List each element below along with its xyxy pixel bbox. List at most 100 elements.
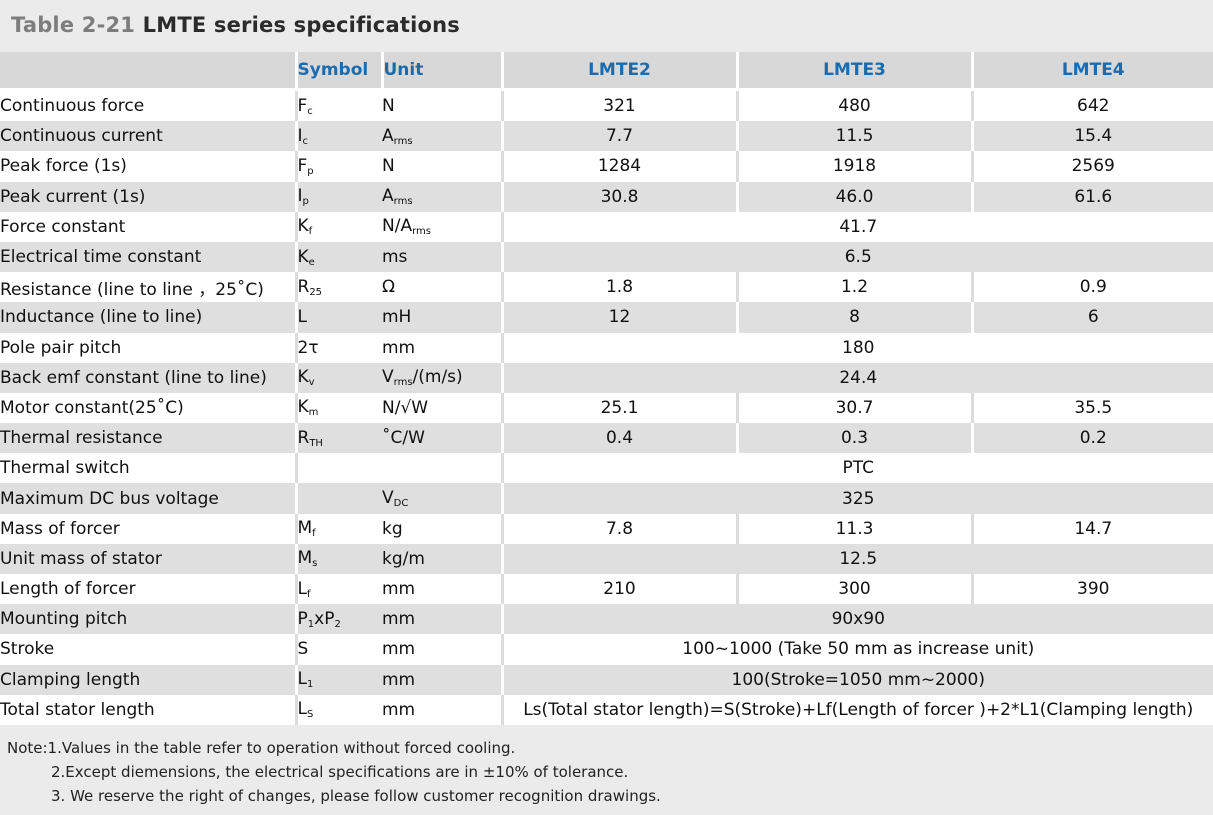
- title-bar: Table 2-21 LMTE series specifications: [0, 0, 1213, 52]
- table-row: Resistance (line to line ，25˚C) R25 Ω 1.8 1.…: [0, 272, 1213, 303]
- symbol-subscript: e: [308, 256, 315, 268]
- symbol-text: P: [297, 608, 308, 629]
- table-row: Total stator length LS mm Ls(Total stator l…: [0, 694, 1213, 725]
- value-lmte2: 12: [500, 302, 737, 333]
- value-lmte4: 0.2: [970, 423, 1213, 454]
- value-all-models: 180: [500, 332, 1213, 363]
- symbol-cell: Ke: [294, 241, 382, 273]
- unit-cell: [382, 453, 502, 483]
- parameter-name: Continuous force: [0, 96, 145, 117]
- unit-cell: kg/m: [382, 544, 502, 574]
- value-lmte3: 1.2: [735, 272, 972, 303]
- value-lmte2: 30.8: [500, 181, 737, 212]
- parameter-name: Inductance (line to line): [0, 307, 203, 328]
- symbol-cell: S: [294, 634, 382, 665]
- unit-cell: ms: [382, 242, 502, 272]
- unit-text: V: [382, 367, 394, 388]
- symbol-text: M: [297, 548, 313, 569]
- unit-text: mm: [382, 337, 416, 358]
- note-3: 3. We reserve the right of changes, plea…: [51, 787, 661, 805]
- unit-text: mH: [382, 307, 412, 328]
- value-lmte2: 1284: [500, 151, 737, 182]
- table-row: Clamping length L1 mm 100(Stroke=1050 mm~20…: [0, 664, 1213, 695]
- symbol-subscript: p: [302, 196, 309, 208]
- value-lmte4: 14.7: [970, 513, 1213, 544]
- unit-text: ˚C/W: [382, 428, 425, 449]
- symbol-text: L: [297, 699, 307, 720]
- unit-cell: ˚C/W: [382, 423, 502, 453]
- symbol-subscript: 25: [309, 286, 323, 298]
- parameter-name: Length of forcer: [0, 579, 136, 600]
- value-all-models: 90x90: [500, 604, 1213, 635]
- unit-text: N/A: [382, 216, 413, 237]
- unit-cell: mm: [382, 333, 502, 363]
- table-row: Maximum DC bus voltage VDC 325: [0, 483, 1213, 514]
- symbol-cell: Mf: [294, 513, 382, 544]
- value-all-models: 24.4: [500, 362, 1213, 393]
- table-row: Motor constant(25˚C) Km N/√W 25.1 30.7 35.5: [0, 392, 1213, 424]
- symbol-cell: Ic: [294, 121, 382, 152]
- value-lmte3: 8: [735, 302, 972, 333]
- unit-subscript: rms: [393, 196, 413, 208]
- header-symbol: Symbol: [294, 52, 382, 91]
- unit-text: mm: [382, 639, 416, 660]
- value-lmte4: 390: [970, 574, 1213, 605]
- parameter-name: Continuous current: [0, 126, 163, 147]
- symbol-subscript: m: [308, 407, 319, 419]
- unit-text: mm: [382, 609, 416, 630]
- unit-cell: mm: [382, 695, 502, 725]
- value-all-models: PTC: [500, 453, 1213, 484]
- table-row: Peak force (1s) Fp N 1284 1918 2569: [0, 151, 1213, 182]
- symbol-text: L: [297, 307, 307, 328]
- symbol-text: 2τ: [297, 337, 319, 358]
- header-model-lmte2: LMTE2: [500, 52, 737, 91]
- symbol-cell: Kf: [294, 211, 382, 242]
- header-model-lmte3: LMTE3: [735, 52, 972, 91]
- note-1: Note:1.Values in the table refer to oper…: [7, 739, 516, 757]
- header-unit: Unit: [380, 52, 502, 91]
- unit-text: Ω: [382, 277, 395, 298]
- symbol-cell: Fc: [294, 89, 382, 122]
- value-lmte2: 1.8: [500, 272, 737, 303]
- unit-cell: N/√W: [382, 393, 502, 423]
- unit-cell: N/Arms: [382, 212, 502, 242]
- symbol-cell: RTH: [294, 423, 382, 454]
- symbol-text: K: [297, 397, 309, 418]
- value-all-models: Ls(Total stator length)=S(Stroke)+Lf(Len…: [500, 694, 1213, 725]
- table-row: Peak current (1s) Ip Arms 30.8 46.0 61.6: [0, 181, 1213, 212]
- unit-cell: N: [382, 90, 502, 122]
- value-lmte4: 61.6: [970, 181, 1213, 212]
- unit-text: N: [382, 156, 395, 177]
- symbol-text: L: [297, 669, 307, 690]
- unit-text: mm: [382, 699, 416, 720]
- symbol-cell: [294, 453, 382, 484]
- symbol-text: I: [297, 186, 303, 207]
- value-lmte3: 46.0: [735, 181, 972, 212]
- value-lmte3: 11.5: [735, 121, 972, 152]
- table-number: Table 2-21: [11, 13, 136, 37]
- unit-cell: mm: [382, 634, 502, 664]
- symbol-text: R: [297, 276, 310, 297]
- symbol-subscript: 1: [307, 618, 315, 630]
- value-lmte2: 0.4: [500, 423, 737, 454]
- symbol-subscript: s: [312, 558, 318, 570]
- symbol-subscript: f: [306, 588, 311, 600]
- symbol-cell: Lf: [294, 574, 382, 605]
- symbol-cell: Kv: [294, 362, 382, 393]
- table-row: Pole pair pitch 2τ mm 180: [0, 332, 1213, 363]
- unit-cell: N: [382, 151, 502, 181]
- symbol-text: K: [297, 216, 309, 237]
- unit-text: V: [382, 488, 394, 509]
- unit-text: A: [382, 125, 394, 146]
- symbol-cell: P1xP2: [294, 604, 382, 635]
- unit-text: A: [382, 186, 394, 207]
- value-lmte4: 15.4: [970, 121, 1213, 152]
- value-lmte3: 480: [735, 89, 972, 122]
- value-lmte2: 7.7: [500, 121, 737, 152]
- value-lmte2: 210: [500, 574, 737, 605]
- table-row: Length of forcer Lf mm 210 300 390: [0, 574, 1213, 605]
- value-lmte4: 0.9: [970, 272, 1213, 303]
- symbol-cell: Ip: [294, 181, 382, 212]
